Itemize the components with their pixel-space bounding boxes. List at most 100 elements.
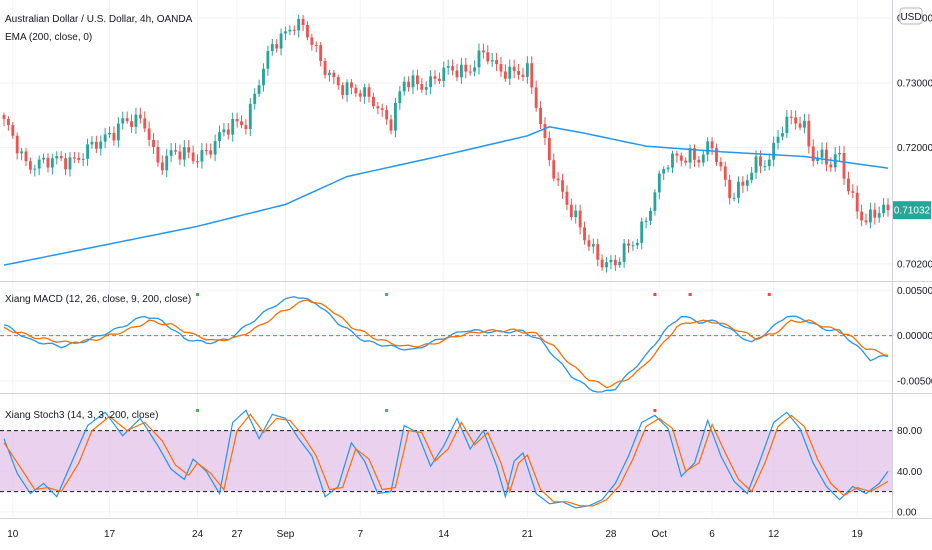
- stoch-signal-marker: [196, 409, 200, 412]
- candle-body: [574, 210, 578, 218]
- candle-body: [486, 52, 490, 62]
- macd-signal-marker: [385, 293, 389, 296]
- price-y-tick: 0.72000: [897, 143, 932, 154]
- candle-body: [6, 118, 10, 126]
- candle-body: [820, 149, 824, 158]
- stoch-k-line: [3, 409, 889, 509]
- candle-body: [134, 114, 138, 127]
- candle-body: [776, 136, 780, 143]
- candle-body: [152, 139, 155, 148]
- price-panel: 0.71032: [2, 14, 931, 273]
- x-tick-label: 19: [852, 529, 864, 540]
- x-tick-label: 21: [522, 529, 534, 540]
- candle-body: [328, 72, 331, 76]
- candle-body: [534, 87, 538, 108]
- candle-body: [116, 123, 120, 141]
- candle-body: [86, 144, 89, 159]
- candle-body: [657, 173, 661, 193]
- currency-label: USD: [900, 12, 921, 23]
- symbol-title: Australian Dollar / U.S. Dollar, 4h, OAN…: [5, 14, 193, 25]
- candle-body: [33, 168, 37, 170]
- candle-body: [174, 150, 177, 152]
- candle-body: [204, 150, 208, 152]
- candle-body: [781, 133, 784, 137]
- candle-body: [407, 81, 411, 88]
- candle-body: [121, 118, 125, 124]
- candle-body: [402, 81, 406, 92]
- candle-body: [569, 204, 573, 218]
- candle-body: [160, 162, 164, 171]
- candle-body: [539, 107, 542, 124]
- candle-body: [873, 209, 877, 218]
- candle-body: [512, 66, 516, 72]
- candle-body: [886, 204, 890, 211]
- candle-body: [284, 31, 287, 34]
- candle-body: [816, 157, 820, 162]
- candle-body: [745, 180, 749, 186]
- candle-body: [11, 125, 15, 136]
- candle-body: [451, 66, 455, 71]
- candle-body: [860, 211, 864, 221]
- x-tick-label: 17: [104, 529, 116, 540]
- candle-body: [231, 118, 235, 135]
- candle-body: [292, 29, 296, 31]
- last-price-label: 0.71032: [894, 206, 931, 217]
- candle-body: [437, 78, 441, 82]
- candle-body: [363, 87, 367, 97]
- candle-body: [279, 33, 283, 49]
- candle-body: [517, 71, 520, 75]
- candle-body: [147, 128, 151, 140]
- candle-body: [323, 61, 327, 76]
- candle-body: [332, 72, 336, 78]
- ema-line: [3, 126, 889, 266]
- candle-body: [2, 115, 6, 119]
- candle-body: [754, 156, 758, 173]
- candle-body: [222, 129, 226, 133]
- candle-body: [578, 210, 582, 228]
- currency-button[interactable]: USD: [899, 7, 923, 25]
- x-tick-label: 28: [605, 529, 617, 540]
- candle-body: [605, 262, 608, 268]
- candle-body: [24, 151, 28, 162]
- candle-body: [143, 118, 147, 129]
- candle-body: [306, 24, 309, 38]
- candle-body: [499, 64, 503, 72]
- candle-body: [662, 169, 666, 174]
- candle-body: [671, 153, 674, 168]
- candle-body: [187, 147, 191, 153]
- candle-body: [622, 243, 626, 262]
- candle-body: [521, 74, 525, 77]
- candle-body: [42, 157, 46, 160]
- candle-body: [77, 157, 81, 160]
- ema-legend: EMA (200, close, 0): [5, 32, 92, 43]
- candle-body: [877, 213, 881, 218]
- candle-body: [846, 178, 850, 192]
- candle-body: [372, 96, 375, 107]
- stoch-signal-marker: [385, 409, 389, 412]
- macd-signal-marker: [653, 293, 657, 296]
- candle-body: [442, 67, 446, 82]
- candle-body: [710, 141, 714, 149]
- candle-body: [635, 242, 639, 246]
- candle-body: [552, 160, 556, 179]
- candle-body: [829, 164, 833, 168]
- candle-body: [503, 71, 507, 79]
- candle-body: [415, 75, 419, 85]
- candle-body: [248, 103, 252, 130]
- candle-body: [336, 77, 340, 86]
- candle-body: [55, 156, 59, 159]
- candle-body: [59, 156, 63, 159]
- candle-body: [226, 129, 230, 135]
- candle-body: [301, 18, 305, 25]
- candle-body: [644, 220, 648, 222]
- candle-body: [609, 259, 613, 263]
- candle-body: [68, 157, 72, 170]
- candle-body: [459, 64, 463, 78]
- candle-body: [389, 119, 393, 131]
- candle-body: [525, 63, 529, 77]
- candle-body: [824, 149, 828, 165]
- candle-body: [72, 157, 76, 159]
- candle-body: [191, 152, 195, 162]
